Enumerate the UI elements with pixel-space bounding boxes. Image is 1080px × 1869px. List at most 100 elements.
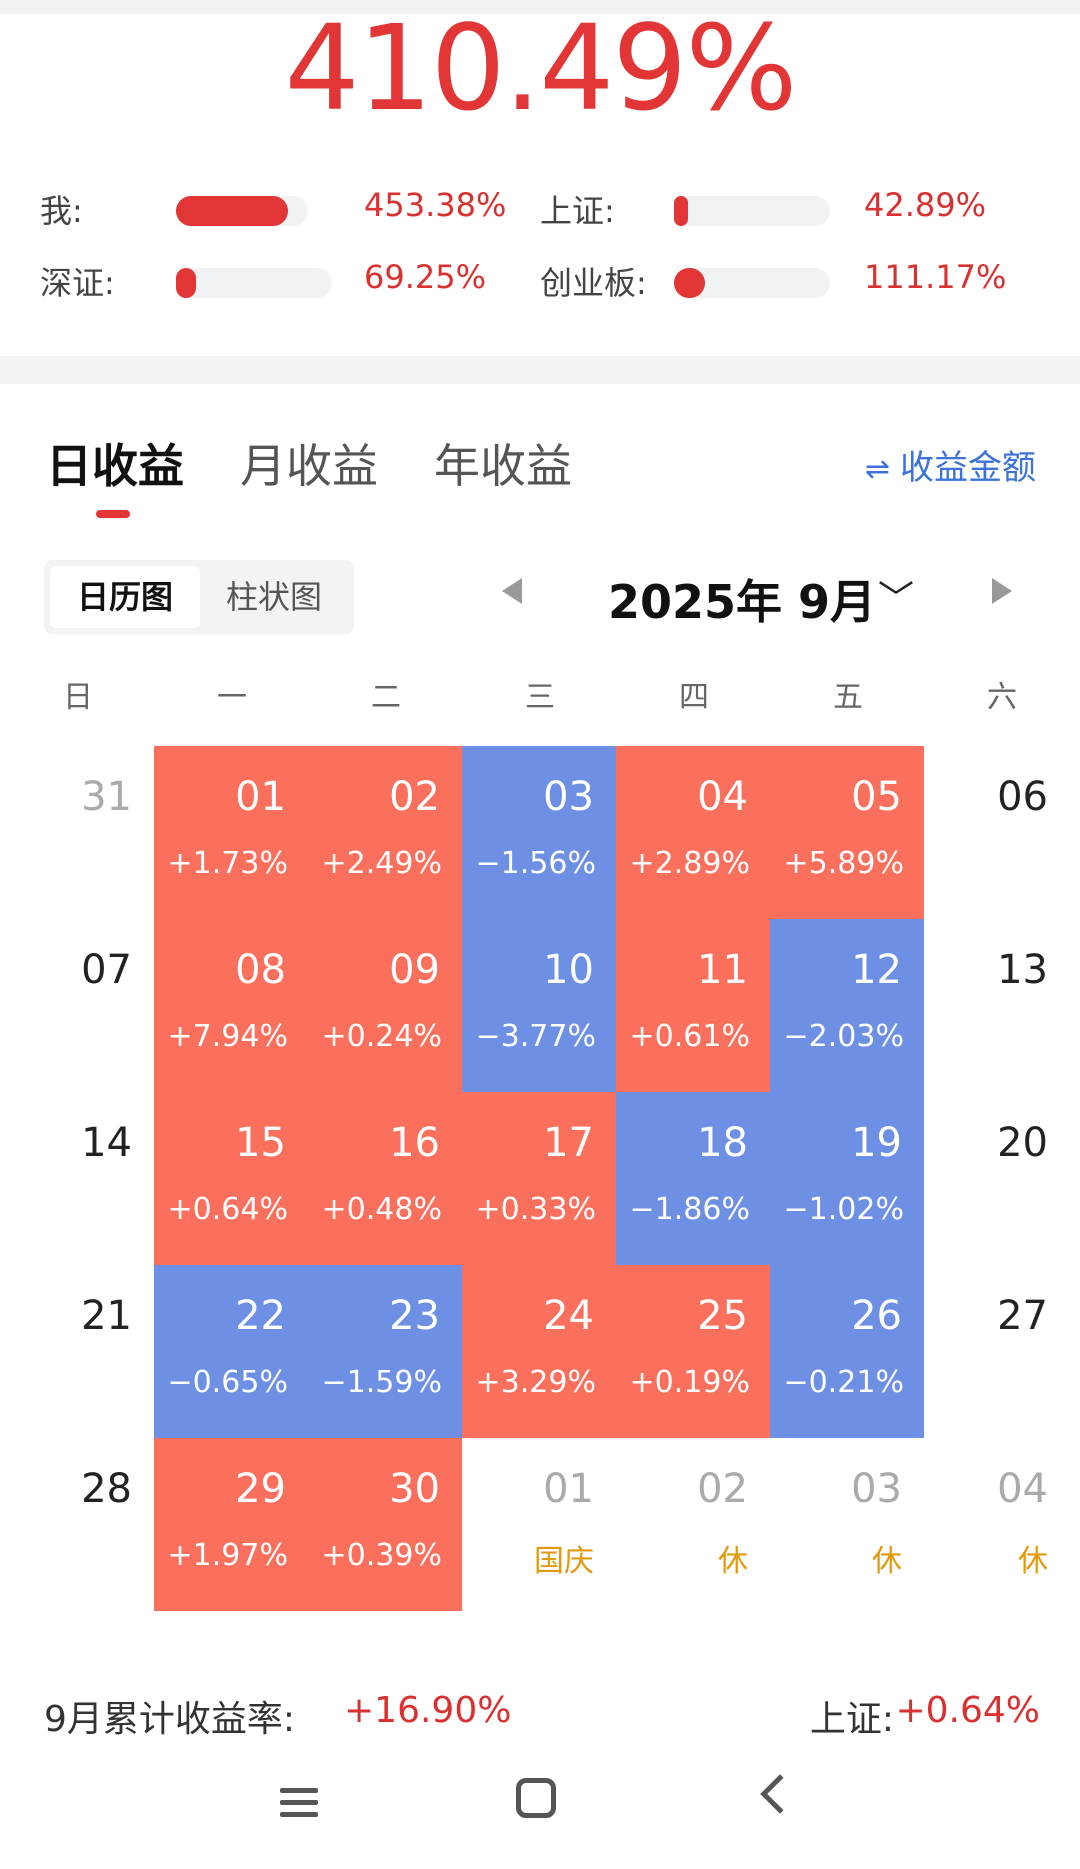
- calendar-day-number: 14: [81, 1120, 132, 1166]
- comparison-fill: [674, 196, 689, 226]
- calendar-day-number: 04: [697, 774, 748, 820]
- calendar-day-return: −1.02%: [783, 1192, 904, 1227]
- calendar-day-return: −2.03%: [783, 1019, 904, 1054]
- comparison-value: 111.17%: [864, 258, 1007, 296]
- return-amount-toggle[interactable]: ⇌ 收益金额: [865, 440, 1036, 489]
- tab-yearly-return[interactable]: 年收益: [434, 439, 572, 493]
- calendar-grid: 31 01 +1.73% 02 +2.49% 03 −1.56% 04 +2.89% 05 +5.8…: [0, 746, 1080, 1612]
- calendar-day-cell[interactable]: 11 +0.61%: [616, 919, 770, 1092]
- calendar-day-cell[interactable]: 12 −2.03%: [770, 919, 924, 1092]
- weekday-label: 二: [371, 680, 401, 715]
- back-icon[interactable]: [760, 1774, 800, 1814]
- comparison-shenzhen: 深证: 69.25%: [40, 252, 500, 312]
- calendar-day-return: −1.59%: [321, 1365, 442, 1400]
- total-return-value: 410.49%: [284, 0, 797, 137]
- comparison-label: 我:: [40, 192, 83, 230]
- home-icon[interactable]: [516, 1778, 556, 1818]
- return-amount-label: 收益金额: [900, 448, 1036, 488]
- tab-monthly-return[interactable]: 月收益: [240, 439, 378, 493]
- calendar-day-return: +1.73%: [167, 846, 288, 881]
- weekday-header: 日 一 二 三 四 五 六: [0, 672, 1080, 722]
- calendar-day-return: +2.49%: [321, 846, 442, 881]
- comparison-track: [176, 268, 332, 298]
- calendar-day-number: 02: [697, 1466, 748, 1512]
- calendar-day-cell[interactable]: 19 −1.02%: [770, 1092, 924, 1265]
- calendar-day-cell[interactable]: 04 +2.89%: [616, 746, 770, 919]
- calendar-day-number: 08: [235, 947, 286, 993]
- bar-chart-view-button[interactable]: 柱状图: [225, 578, 322, 616]
- comparison-track: [674, 268, 830, 298]
- tab-daily-return[interactable]: 日收益: [46, 439, 184, 493]
- calendar-day-number: 04: [997, 1466, 1048, 1512]
- calendar-day-return: −1.86%: [629, 1192, 750, 1227]
- active-tab-indicator: [96, 510, 130, 518]
- calendar-day-number: 13: [997, 947, 1048, 993]
- calendar-day-number: 23: [389, 1293, 440, 1339]
- previous-month-icon[interactable]: [502, 578, 522, 604]
- comparison-shanghai: 上证: 42.89%: [540, 180, 1040, 240]
- calendar-day-number: 16: [389, 1120, 440, 1166]
- calendar-day-number: 07: [81, 947, 132, 993]
- calendar-day-cell[interactable]: 15 +0.64%: [154, 1092, 308, 1265]
- weekday-label: 三: [525, 680, 555, 715]
- calendar-day-return: −0.21%: [783, 1365, 904, 1400]
- calendar-day-cell: 14: [46, 1092, 154, 1265]
- calendar-day-return: +0.33%: [475, 1192, 596, 1227]
- calendar-view-button[interactable]: 日历图: [50, 566, 200, 628]
- calendar-day-cell[interactable]: 08 +7.94%: [154, 919, 308, 1092]
- calendar-day-number: 06: [997, 774, 1048, 820]
- section-divider: [0, 356, 1080, 384]
- index-return-value: +0.64%: [895, 1690, 1040, 1731]
- calendar-day-return: +0.24%: [321, 1019, 442, 1054]
- calendar-day-return: +2.89%: [629, 846, 750, 881]
- calendar-day-number: 30: [389, 1466, 440, 1512]
- calendar-day-number: 21: [81, 1293, 132, 1339]
- month-navigator: 2025年 9月 ﹀: [490, 560, 1040, 634]
- calendar-day-cell[interactable]: 10 −3.77%: [462, 919, 616, 1092]
- calendar-day-cell[interactable]: 01 +1.73%: [154, 746, 308, 919]
- calendar-day-number: 26: [851, 1293, 902, 1339]
- comparison-track: [176, 196, 308, 226]
- calendar-holiday-note: 国庆: [534, 1544, 594, 1579]
- calendar-day-cell[interactable]: 02 +2.49%: [308, 746, 462, 919]
- calendar-day-cell[interactable]: 30 +0.39%: [308, 1438, 462, 1611]
- calendar-day-cell[interactable]: 17 +0.33%: [462, 1092, 616, 1265]
- calendar-day-cell[interactable]: 26 −0.21%: [770, 1265, 924, 1438]
- calendar-day-cell[interactable]: 24 +3.29%: [462, 1265, 616, 1438]
- monthly-return-label: 9月累计收益率:: [44, 1699, 296, 1740]
- calendar-day-cell[interactable]: 29 +1.97%: [154, 1438, 308, 1611]
- comparison-value: 453.38%: [364, 186, 507, 224]
- calendar-day-number: 03: [543, 774, 594, 820]
- return-period-tabs: 日收益 月收益 年收益: [46, 430, 1046, 510]
- calendar-day-cell[interactable]: 05 +5.89%: [770, 746, 924, 919]
- comparison-grid: 我: 453.38% 上证: 42.89% 深证: 69.25% 创业板: 11…: [40, 180, 1040, 302]
- calendar-holiday-cell: 02 休: [616, 1438, 770, 1611]
- calendar-day-cell[interactable]: 25 +0.19%: [616, 1265, 770, 1438]
- calendar-day-return: +0.48%: [321, 1192, 442, 1227]
- menu-icon[interactable]: [280, 1784, 318, 1820]
- calendar-day-cell[interactable]: 09 +0.24%: [308, 919, 462, 1092]
- weekday-label: 四: [679, 680, 709, 715]
- calendar-day-number: 03: [851, 1466, 902, 1512]
- month-label[interactable]: 2025年 9月: [608, 575, 877, 629]
- calendar-day-number: 05: [851, 774, 902, 820]
- chevron-down-icon[interactable]: ﹀: [878, 579, 915, 620]
- calendar-day-cell[interactable]: 23 −1.59%: [308, 1265, 462, 1438]
- next-month-icon[interactable]: [992, 578, 1012, 604]
- comparison-fill: [674, 268, 706, 298]
- calendar-day-cell[interactable]: 22 −0.65%: [154, 1265, 308, 1438]
- calendar-day-number: 25: [697, 1293, 748, 1339]
- calendar-day-number: 15: [235, 1120, 286, 1166]
- calendar-day-cell: 28: [46, 1438, 154, 1611]
- calendar-day-cell[interactable]: 18 −1.86%: [616, 1092, 770, 1265]
- calendar-day-return: −3.77%: [475, 1019, 596, 1054]
- chart-view-switch: 日历图 柱状图: [44, 560, 354, 634]
- calendar-day-cell: 20: [924, 1092, 1070, 1265]
- calendar-day-cell: 06: [924, 746, 1070, 919]
- calendar-day-return: +7.94%: [167, 1019, 288, 1054]
- calendar-day-number: 27: [997, 1293, 1048, 1339]
- comparison-value: 42.89%: [864, 186, 987, 224]
- calendar-day-cell[interactable]: 16 +0.48%: [308, 1092, 462, 1265]
- calendar-day-cell[interactable]: 03 −1.56%: [462, 746, 616, 919]
- weekday-label: 日: [63, 680, 93, 715]
